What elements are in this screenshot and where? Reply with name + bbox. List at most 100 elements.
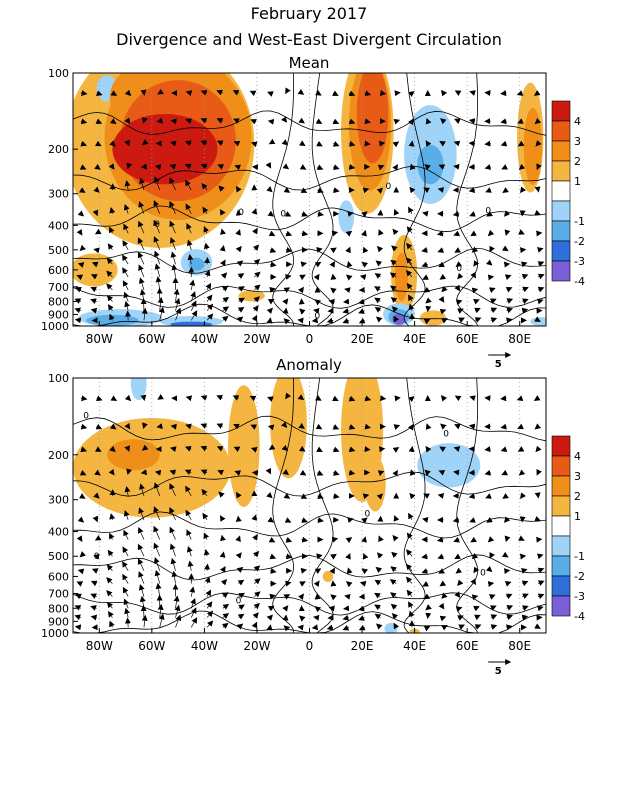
wind-vector-381 (408, 303, 415, 311)
wind-vector-249 (219, 259, 226, 267)
wind-vector-71 (250, 141, 258, 148)
wind-vector-397 (190, 617, 198, 628)
wind-vector-379 (374, 306, 382, 313)
wind-vector-311 (254, 591, 261, 598)
wind-vector-136 (333, 187, 340, 194)
wind-vector-165 (317, 210, 324, 217)
wind-vector-271 (90, 580, 98, 587)
wind-vector-274 (138, 264, 145, 278)
x-tick-label-4: 0 (306, 332, 314, 346)
wind-vector-347 (343, 605, 350, 612)
wind-vector-291 (405, 576, 413, 584)
wind-vector-417 (505, 624, 513, 631)
wind-vector-269 (537, 261, 545, 267)
wind-vector-326 (488, 594, 496, 600)
wind-vector-415 (474, 317, 482, 323)
wind-vector-327 (505, 593, 513, 600)
wind-vector-263 (438, 261, 445, 268)
shade-blob-7 (322, 570, 334, 582)
wind-vector-222 (269, 553, 277, 560)
wind-vector-66 (170, 446, 177, 453)
wind-vector-384 (457, 615, 464, 621)
y-tick-label-1: 200 (48, 449, 69, 462)
wind-vector-27 (500, 395, 507, 402)
wind-vector-374 (299, 615, 306, 622)
wind-vector-180 (76, 535, 83, 542)
wind-vector-110 (392, 469, 398, 477)
legend-swatch-1 (551, 120, 571, 142)
wind-vector-322 (423, 286, 431, 293)
wind-vector-355 (473, 299, 480, 305)
wind-vector-374 (299, 308, 306, 315)
wind-vector-232 (421, 553, 428, 560)
wind-vector-127 (185, 485, 192, 497)
wind-vector-281 (254, 271, 261, 278)
wind-vector-281 (254, 578, 261, 585)
wind-vector-15 (315, 395, 322, 401)
legend-swatch-8 (551, 260, 571, 282)
wind-vector-183 (123, 529, 129, 540)
wind-vector-398 (206, 620, 214, 628)
wind-vector-219 (219, 551, 226, 558)
wind-vector-403 (283, 625, 291, 632)
wind-vector-168 (361, 517, 368, 524)
wind-vector-112 (424, 163, 431, 171)
wind-vector-68 (200, 445, 208, 452)
wind-vector-300 (75, 593, 82, 600)
wind-vector-235 (471, 552, 479, 560)
wind-vector-393 (124, 310, 131, 321)
wind-vector-395 (158, 613, 165, 628)
wind-vector-69 (216, 446, 224, 452)
wind-vector-341 (253, 602, 260, 610)
wind-vector-383 (439, 308, 447, 315)
wind-vector-89 (535, 445, 542, 453)
contour-label-2: 0 (364, 510, 370, 520)
wind-vector-156 (169, 506, 176, 521)
wind-vector-291 (405, 269, 413, 278)
wind-vector-102 (265, 467, 272, 475)
wind-vector-168 (361, 211, 368, 218)
wind-vector-403 (283, 318, 290, 325)
wind-vector-332 (106, 601, 114, 609)
wind-vector-182 (109, 226, 115, 234)
wind-vector-44 (298, 422, 305, 429)
wind-vector-293 (439, 580, 447, 587)
wind-vector-226 (330, 553, 337, 560)
wind-vector-14 (297, 88, 305, 95)
wind-vector-63 (124, 445, 130, 452)
wind-vector-307 (189, 586, 196, 597)
wind-vector-41 (250, 119, 257, 125)
wind-vector-345 (314, 299, 322, 306)
wind-vector-368 (206, 610, 214, 618)
wind-vector-161 (251, 208, 258, 215)
x-tick-label-1: 60W (138, 332, 165, 346)
wind-vector-252 (270, 567, 277, 574)
wind-vector-7 (185, 90, 193, 96)
wind-vector-155 (153, 200, 161, 214)
wind-vector-78 (364, 140, 371, 147)
wind-vector-337 (190, 597, 196, 609)
wind-vector-388 (521, 307, 529, 314)
wind-vector-233 (437, 553, 445, 560)
wind-vector-185 (153, 219, 161, 234)
wind-vector-367 (190, 300, 197, 311)
panel-title-anomaly: Anomaly (276, 356, 342, 374)
shade-blob-26 (356, 73, 389, 164)
wind-vector-96 (169, 469, 177, 476)
wind-vector-57 (500, 118, 507, 125)
contour-line-1 (73, 471, 546, 497)
wind-vector-254 (300, 567, 308, 574)
wind-vector-232 (421, 247, 428, 253)
wind-vector-369 (222, 306, 230, 313)
wind-vector-204 (453, 536, 460, 543)
wind-vector-206 (487, 229, 495, 237)
wind-vector-31 (95, 118, 103, 124)
wind-vector-87 (500, 140, 508, 147)
wind-vector-236 (489, 552, 495, 559)
wind-vector-143 (437, 187, 445, 193)
legend-swatch-7 (551, 240, 571, 262)
wind-vector-229 (376, 552, 384, 559)
wind-vector-348 (358, 605, 365, 612)
wind-vector-245 (153, 557, 161, 571)
